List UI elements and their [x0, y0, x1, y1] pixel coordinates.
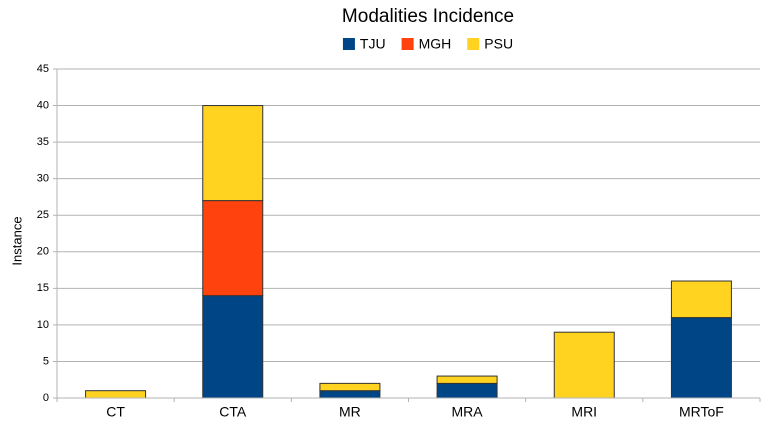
y-tick-label: 15: [37, 282, 49, 294]
x-tick-label: CT: [106, 404, 125, 420]
legend: TJU MGH PSU: [342, 36, 513, 52]
legend-text: TJU: [360, 36, 386, 52]
y-tick-label: 40: [37, 99, 49, 111]
y-tick-label: 5: [43, 355, 49, 367]
bar-segment: [319, 390, 381, 399]
y-tick-label: 25: [37, 209, 49, 221]
x-tick-label: CTA: [219, 404, 247, 420]
bar-segment: [202, 200, 264, 297]
bar-segment: [202, 295, 264, 399]
bar-segment: [202, 105, 264, 202]
bar-segment: [85, 390, 147, 399]
legend-swatch: [342, 38, 355, 50]
bar-segment: [436, 375, 498, 384]
bar-segment: [670, 280, 732, 319]
legend-swatch: [401, 38, 414, 50]
x-tick-label: MRToF: [679, 404, 724, 420]
y-tick-label: 10: [37, 319, 49, 331]
chart-title: Modalities Incidence: [342, 6, 514, 27]
bar-segment: [319, 382, 381, 392]
x-tick-label: MRA: [452, 404, 484, 420]
y-tick-label: 30: [37, 173, 49, 185]
x-tick-label: MR: [339, 404, 361, 420]
legend-text: PSU: [484, 36, 513, 52]
bar-segment: [670, 317, 732, 399]
bar-segment: [436, 382, 498, 399]
x-tick-label: MRI: [571, 404, 597, 420]
y-tick-label: 0: [43, 392, 49, 404]
bar-segment: [553, 331, 615, 399]
y-tick-label: 20: [37, 246, 49, 258]
y-tick-label: 45: [37, 63, 49, 75]
y-tick-label: 35: [37, 136, 49, 148]
y-axis-label: Instance: [9, 216, 24, 265]
legend-swatch: [467, 38, 480, 50]
legend-text: MGH: [419, 36, 452, 52]
